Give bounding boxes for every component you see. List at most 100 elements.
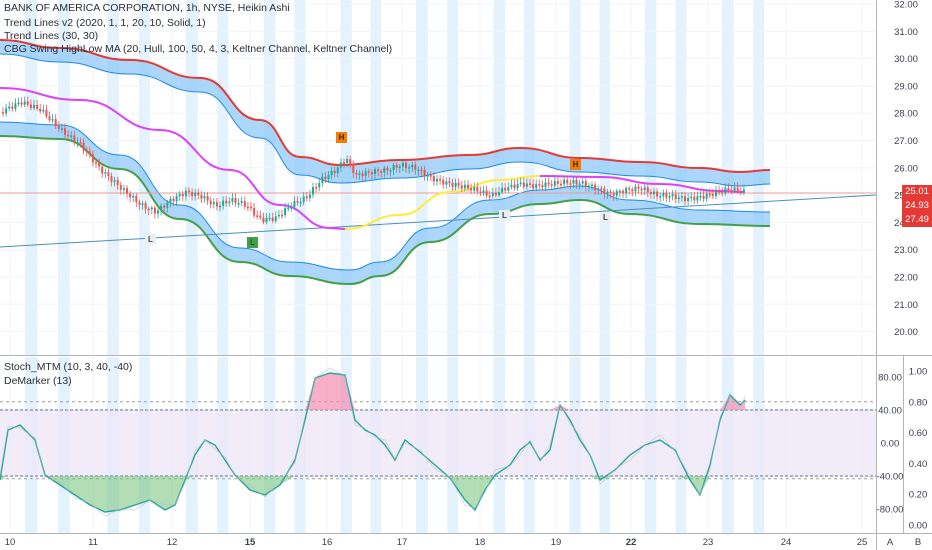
candle-body bbox=[420, 169, 423, 172]
candle-body bbox=[569, 183, 572, 185]
demarker-tick: 0.60 bbox=[909, 428, 928, 439]
candle-body bbox=[107, 172, 110, 177]
indicator-legend-1[interactable]: Trend Lines v2 (2020, 1, 1, 20, 10, Soli… bbox=[4, 17, 206, 29]
session-block bbox=[447, 0, 459, 355]
indicator-legend-3[interactable]: CBG Swing HighLow MA (20, Hull, 100, 50,… bbox=[4, 43, 393, 55]
swing-ma-bullish bbox=[344, 175, 541, 230]
candle-body bbox=[144, 203, 147, 209]
candle-body bbox=[312, 187, 314, 195]
candle-body bbox=[281, 214, 283, 217]
stoch-tick: 40.00 bbox=[878, 406, 902, 417]
candle-body bbox=[274, 216, 277, 221]
candle-body bbox=[389, 170, 392, 172]
candle-body bbox=[498, 192, 500, 196]
candle-body bbox=[702, 196, 705, 199]
candle-body bbox=[169, 198, 172, 203]
time-tick: 18 bbox=[475, 537, 486, 548]
candle-body bbox=[240, 201, 243, 203]
stoch-oversold-fill bbox=[0, 476, 745, 512]
time-tick: 11 bbox=[88, 537, 98, 548]
candle-body bbox=[256, 215, 259, 217]
candle-body bbox=[265, 218, 268, 223]
candle-body bbox=[463, 184, 466, 189]
candle-body bbox=[721, 192, 724, 194]
candle-body bbox=[535, 184, 538, 189]
candle-body bbox=[308, 194, 311, 199]
candle-body bbox=[649, 192, 652, 195]
candle-body bbox=[330, 170, 333, 176]
candle-body bbox=[250, 206, 252, 209]
candle-body bbox=[33, 104, 35, 109]
candle-body bbox=[482, 190, 485, 194]
price-pane[interactable] bbox=[0, 39, 877, 286]
candle-body bbox=[91, 154, 94, 163]
time-tick: 16 bbox=[322, 537, 333, 548]
candle-body bbox=[8, 106, 11, 109]
candle-body bbox=[436, 178, 438, 182]
candle-body bbox=[423, 169, 426, 177]
candle-body bbox=[104, 172, 107, 174]
candle-body bbox=[591, 184, 593, 187]
candle-body bbox=[674, 194, 677, 200]
candle-body bbox=[513, 184, 516, 189]
candle-body bbox=[318, 182, 321, 188]
candle-body bbox=[284, 208, 287, 216]
candle-body bbox=[603, 188, 606, 194]
stoch-tick: 0.00 bbox=[881, 439, 900, 450]
candle-body bbox=[575, 180, 578, 185]
candle-body bbox=[54, 119, 57, 127]
candle-body bbox=[346, 158, 349, 163]
session-block bbox=[107, 0, 120, 355]
price-tick: 23.00 bbox=[894, 245, 918, 256]
price-tick: 26.00 bbox=[894, 163, 918, 174]
corner-button-b[interactable]: B bbox=[915, 537, 921, 548]
candle-body bbox=[188, 190, 190, 193]
candle-body bbox=[45, 109, 48, 117]
candle-body bbox=[343, 162, 345, 164]
candle-body bbox=[141, 203, 144, 205]
candle-body bbox=[246, 206, 249, 209]
upper-channel-outer bbox=[0, 39, 771, 174]
candle-body bbox=[742, 189, 745, 193]
candle-body bbox=[550, 184, 553, 186]
candle-body bbox=[625, 188, 628, 194]
candle-body bbox=[302, 196, 305, 203]
candle-body bbox=[243, 201, 246, 207]
stoch-legend[interactable]: Stoch_MTM (10, 3, 40, -40) bbox=[4, 361, 133, 373]
demarker-legend[interactable]: DeMarker (13) bbox=[4, 375, 72, 387]
candle-body bbox=[467, 184, 469, 189]
candle-body bbox=[219, 205, 221, 208]
candle-body bbox=[5, 108, 8, 114]
candle-body bbox=[315, 187, 318, 189]
candle-body bbox=[612, 192, 615, 196]
candle-body bbox=[29, 104, 32, 109]
session-block bbox=[58, 0, 70, 355]
candle-body bbox=[135, 195, 138, 203]
candle-body bbox=[684, 196, 686, 202]
candle-body bbox=[113, 180, 116, 182]
candle-body bbox=[600, 188, 603, 190]
corner-button-a[interactable]: A bbox=[887, 537, 894, 548]
oscillator-pane[interactable] bbox=[0, 367, 876, 517]
stoch-tick: -40.00 bbox=[877, 472, 904, 483]
stoch-tick: -80.00 bbox=[877, 505, 904, 516]
candle-body bbox=[110, 176, 113, 182]
swing-low-marker: L bbox=[247, 237, 258, 248]
candle-body bbox=[504, 187, 507, 191]
candle-body bbox=[116, 180, 119, 186]
indicator-legend-2[interactable]: Trend Lines (30, 30) bbox=[4, 30, 99, 42]
candle-body bbox=[178, 194, 181, 197]
candle-body bbox=[690, 196, 693, 199]
candle-body bbox=[491, 192, 494, 197]
candle-body bbox=[324, 176, 327, 180]
candle-body bbox=[408, 167, 411, 169]
candle-body bbox=[194, 192, 197, 197]
candle-body bbox=[584, 181, 587, 187]
candle-body bbox=[122, 188, 125, 190]
candle-body bbox=[253, 207, 256, 216]
price-tick: 21.00 bbox=[894, 300, 918, 311]
candle-body bbox=[426, 175, 429, 177]
candle-body bbox=[2, 112, 4, 114]
candle-body bbox=[271, 217, 274, 221]
